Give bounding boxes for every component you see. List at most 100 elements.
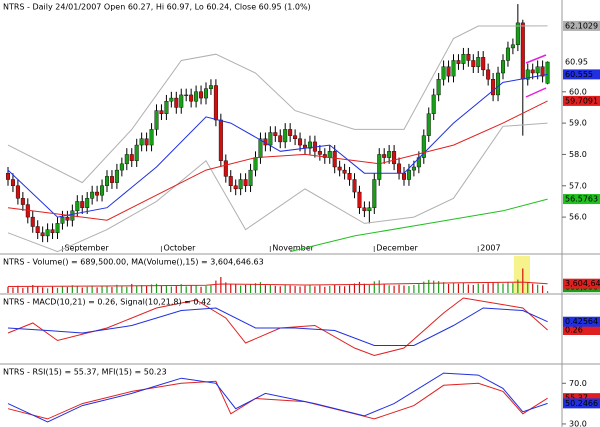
volume-bar: [517, 279, 519, 293]
volume-bar: [101, 286, 103, 293]
volume-bar: [487, 283, 489, 293]
candle-body: [139, 138, 144, 146]
candle-body: [184, 94, 189, 96]
candle-body: [15, 185, 20, 199]
volume-bar: [76, 286, 78, 293]
candle-body: [50, 229, 55, 233]
y-tick-label: 70.0: [569, 379, 587, 388]
candle-body: [149, 129, 154, 146]
candle-body: [189, 94, 194, 102]
candle-body: [119, 163, 124, 171]
volume-bar: [502, 283, 504, 293]
x-tick-label: October: [163, 244, 196, 253]
y-tick-label: 57.0: [569, 181, 587, 190]
candle-body: [169, 97, 174, 102]
volume-bar: [7, 286, 9, 293]
candle-body: [441, 66, 446, 80]
volume-bar: [348, 285, 351, 293]
volume-bar: [457, 283, 460, 293]
candle-body: [377, 154, 382, 180]
candle-body: [253, 157, 258, 171]
volume-bar: [12, 287, 14, 293]
volume-bar: [155, 283, 158, 293]
y-tick-label: 30.0: [569, 419, 587, 427]
candle-body: [431, 94, 436, 114]
value-label: 62.1029: [565, 21, 598, 30]
candle-body: [402, 173, 407, 180]
volume-bar: [200, 286, 202, 293]
volume-bar: [373, 281, 375, 293]
volume-bar: [324, 286, 326, 293]
volume-bar: [532, 283, 534, 293]
candle-body: [100, 185, 105, 196]
value-label: 60.95: [565, 58, 588, 67]
candle-body: [535, 66, 540, 74]
candle-body: [218, 119, 223, 161]
candle-body: [228, 176, 233, 186]
volume-bar: [334, 284, 336, 293]
value-box: [563, 95, 600, 106]
volume-bar: [190, 285, 192, 293]
volume-bar: [472, 284, 474, 293]
volume-bar: [86, 286, 88, 293]
candle-body: [491, 79, 496, 96]
volume-bar: [428, 279, 430, 293]
candle-body: [45, 229, 50, 237]
candle-body: [179, 94, 184, 108]
candle-body: [223, 160, 228, 177]
volume-bar: [42, 287, 44, 293]
candle-body: [426, 113, 431, 136]
candle-body: [134, 144, 139, 161]
value-label: 0.42564: [565, 317, 598, 326]
y-tick-label: 58.0: [569, 150, 587, 159]
candle-body: [55, 223, 60, 233]
candle-body: [159, 110, 164, 114]
indicator-line: [290, 198, 548, 253]
candle-body: [520, 22, 525, 80]
candle-body: [40, 232, 45, 237]
volume-bar: [388, 285, 390, 293]
volume-bar: [249, 283, 252, 293]
value-box: [563, 393, 600, 404]
candle-body: [194, 91, 199, 102]
volume-bar: [408, 286, 410, 293]
volume-bar: [363, 283, 365, 293]
volume-bar: [91, 285, 93, 293]
volume-bar: [537, 284, 539, 293]
candle-body: [382, 154, 387, 158]
volume-bar: [299, 286, 301, 293]
volume-bar: [150, 284, 153, 293]
candle-body: [233, 185, 238, 190]
x-tick-label: November: [272, 244, 314, 253]
volume-bar: [180, 284, 182, 293]
candle-body: [411, 166, 416, 171]
candle-body: [476, 57, 481, 67]
candle-body: [35, 226, 40, 233]
candle-body: [174, 97, 179, 108]
volume-bar: [403, 285, 405, 293]
volume-bar: [96, 287, 98, 293]
candle-body: [446, 66, 451, 77]
volume-bar: [443, 282, 445, 293]
volume-bar: [264, 285, 266, 293]
candle-body: [397, 163, 402, 174]
panel-title: NTRS - Volume() = 689,500.00, MA(Volume(…: [3, 258, 264, 267]
candle-body: [362, 207, 367, 212]
candle-body: [293, 135, 298, 139]
volume-bar: [170, 286, 172, 293]
volume-bar: [116, 284, 118, 293]
value-box: [563, 316, 600, 327]
candle-body: [540, 66, 545, 77]
volume-bar: [353, 283, 356, 293]
candle-body: [471, 60, 476, 67]
value-label: 56.5763: [565, 195, 598, 204]
volume-bar: [304, 285, 306, 293]
candle-body: [545, 61, 550, 84]
candle-body: [347, 173, 352, 180]
candle-body: [317, 151, 322, 155]
panel-title: NTRS - Daily 24/01/2007 Open 60.27, Hi 6…: [3, 3, 311, 12]
candle-body: [268, 132, 273, 146]
candle-body: [481, 57, 486, 71]
candle-body: [288, 129, 293, 136]
volume-bar: [245, 284, 247, 293]
